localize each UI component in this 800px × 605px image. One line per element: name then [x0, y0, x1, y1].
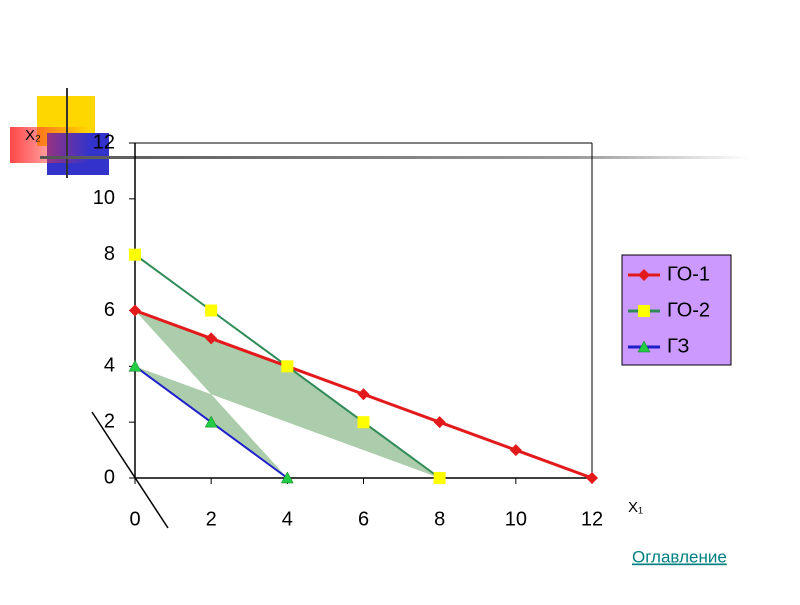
- link[interactable]: Оглавление: [632, 547, 727, 566]
- legend-label: ГО-2: [667, 299, 710, 321]
- y-tick-label: 10: [93, 187, 115, 209]
- feasible-region: [135, 310, 440, 478]
- y-tick-label: 6: [104, 299, 115, 321]
- plot: 0 2 4 6 8 10 12 0 2 4 6 8 10 12: [93, 131, 603, 530]
- marker: [433, 416, 446, 429]
- marker: [204, 415, 218, 428]
- decoration: [10, 88, 750, 529]
- marker: [357, 416, 370, 429]
- marker: [637, 340, 651, 353]
- y-tick-label: 4: [104, 355, 115, 377]
- marker: [129, 304, 141, 317]
- marker: [638, 305, 650, 317]
- x-axis-label: X₁: [628, 499, 643, 516]
- y-tick-label: 8: [104, 243, 115, 265]
- y-tick-label: 12: [93, 131, 115, 153]
- marker: [129, 248, 141, 261]
- x-tick-label: 6: [358, 508, 369, 530]
- marker: [638, 269, 650, 281]
- marker: [205, 332, 218, 345]
- marker: [280, 471, 294, 484]
- marker: [281, 360, 294, 373]
- x-tick-label: 10: [505, 508, 527, 530]
- marker: [128, 359, 142, 372]
- marker: [205, 304, 218, 317]
- marker: [586, 472, 598, 484]
- marker: [357, 388, 370, 401]
- legend: ГО-1 ГО-2 ГЗ: [621, 254, 732, 366]
- y-tick-label: 0: [104, 466, 115, 488]
- x-tick-label: 0: [129, 508, 140, 530]
- legend-label: ГЗ: [667, 335, 689, 357]
- x-tick-label: 2: [206, 508, 217, 530]
- x-tick-label: 8: [434, 508, 445, 530]
- legend-label: ГО-1: [667, 263, 710, 285]
- marker: [509, 444, 522, 457]
- x-tick-label: 12: [581, 508, 603, 530]
- x-tick-label: 4: [282, 508, 293, 530]
- deco-line: [91, 411, 169, 529]
- y-axis-label: X₂: [25, 127, 41, 144]
- marker: [433, 472, 446, 484]
- y-tick-label: 2: [104, 410, 115, 432]
- deco-line: [40, 156, 750, 159]
